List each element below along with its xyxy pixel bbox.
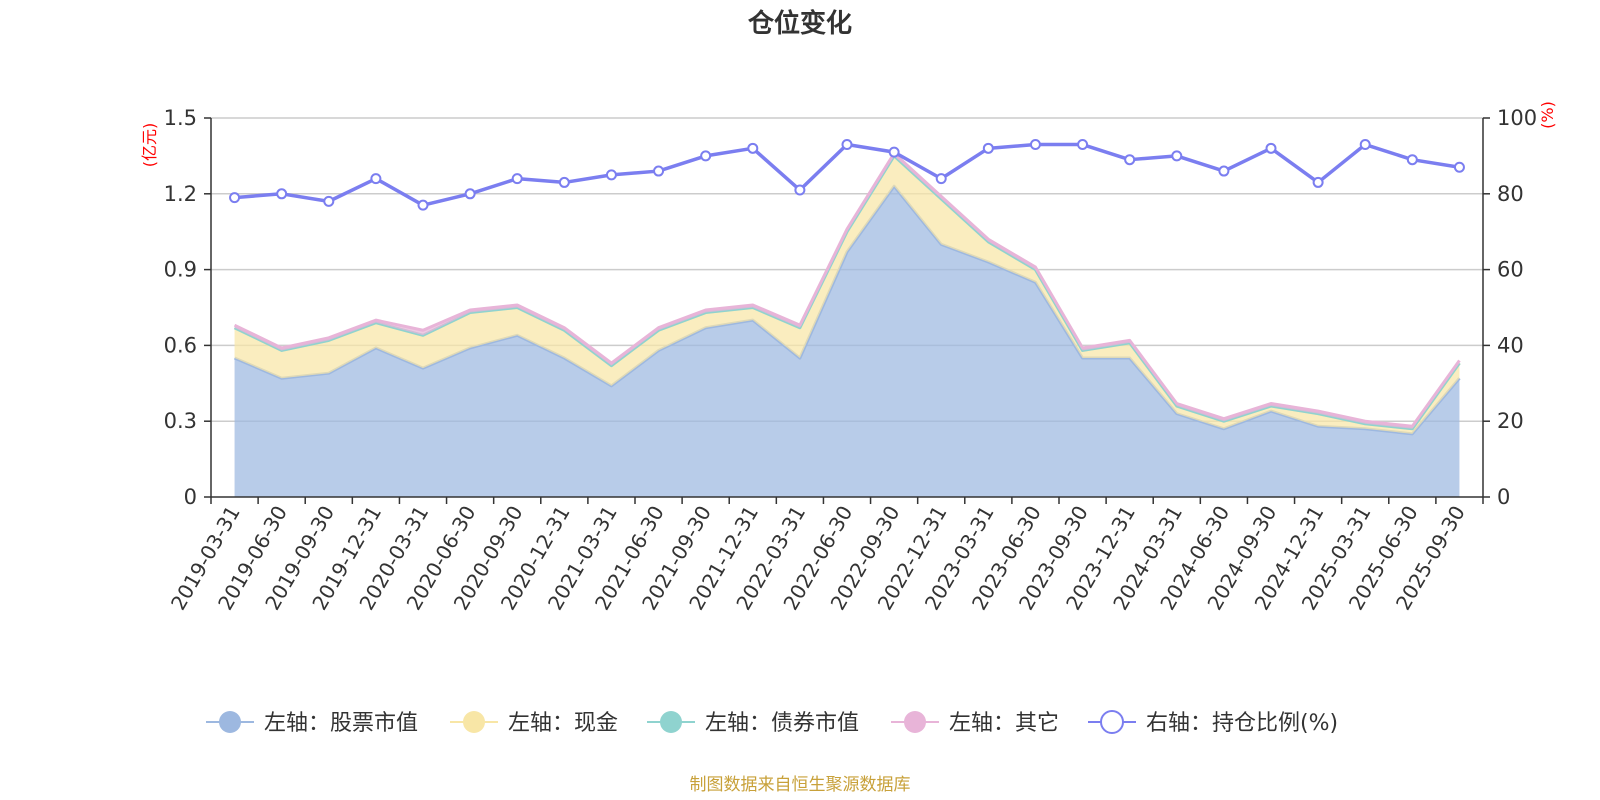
- holding-ratio-point: [370, 173, 382, 185]
- holding-ratio-point: [1171, 150, 1183, 162]
- legend-label-4: 右轴：持仓比例(%): [1146, 711, 1338, 736]
- holding-ratio-point: [935, 173, 947, 185]
- holding-ratio-point: [1312, 176, 1324, 188]
- right-axis-unit: (%): [1538, 101, 1557, 129]
- holding-ratio-line: [234, 142, 1460, 207]
- right-axis-tick-label: 60: [1497, 258, 1524, 282]
- left-axis-tick-label: 0: [184, 485, 197, 509]
- left-axis-tick-label: 1.2: [164, 182, 197, 206]
- holding-ratio-point: [276, 188, 288, 200]
- right-axis-tick-label: 40: [1497, 333, 1524, 357]
- left-axis-tick-label: 0.9: [164, 258, 197, 282]
- holding-ratio-point: [417, 199, 429, 211]
- left-axis-unit: (亿元): [140, 123, 159, 168]
- holding-ratio-point: [1124, 154, 1136, 166]
- left-axis-tick-label: 0.3: [164, 409, 197, 433]
- legend-label-1: 左轴：现金: [508, 711, 618, 736]
- legend-marker-4: [1100, 710, 1124, 734]
- holding-ratio-point: [464, 188, 476, 200]
- right-axis-tick-label: 20: [1497, 409, 1524, 433]
- legend-label-3: 左轴：其它: [949, 711, 1059, 736]
- holding-ratio-point: [982, 142, 994, 154]
- legend-label-2: 左轴：债券市值: [705, 711, 859, 736]
- holding-ratio-point: [1453, 161, 1465, 173]
- legend-marker-1: [463, 711, 485, 733]
- legend-marker-3: [904, 711, 926, 733]
- holding-ratio-point: [1265, 142, 1277, 154]
- legend: 左轴：股票市值 左轴：现金 左轴：债券市值 左轴：其它 右轴：持仓比例(%): [206, 710, 1338, 736]
- holding-ratio-point: [558, 176, 570, 188]
- holding-ratio-point: [511, 173, 523, 185]
- legend-marker-0: [219, 711, 241, 733]
- legend-marker-2: [660, 711, 682, 733]
- chart-title: 仓位变化: [747, 8, 852, 39]
- holding-ratio-point: [1406, 154, 1418, 166]
- area-edge-3: [233, 151, 1461, 428]
- holding-ratio-point: [1359, 139, 1371, 151]
- holding-ratio-series: [229, 139, 1465, 211]
- left-axis-tick-label: 1.5: [164, 106, 197, 130]
- holding-ratio-point: [841, 139, 853, 151]
- left-axis-tick-label: 0.6: [164, 333, 197, 357]
- holding-ratio-point: [323, 195, 335, 207]
- holding-ratio-point: [229, 192, 241, 204]
- legend-label-0: 左轴：股票市值: [264, 711, 418, 736]
- holding-ratio-point: [700, 150, 712, 162]
- holding-ratio-point: [888, 146, 900, 158]
- holding-ratio-point: [653, 165, 665, 177]
- holding-ratio-point: [1077, 139, 1089, 151]
- right-axis-tick-label: 0: [1497, 485, 1510, 509]
- right-axis-tick-label: 80: [1497, 182, 1524, 206]
- holding-ratio-point: [747, 142, 759, 154]
- area-0: [234, 186, 1460, 497]
- area-series: [233, 151, 1461, 497]
- holding-ratio-point: [1029, 139, 1041, 151]
- holding-ratio-point: [1218, 165, 1230, 177]
- holding-ratio-point: [794, 184, 806, 196]
- data-source-note: 制图数据来自恒生聚源数据库: [690, 775, 911, 795]
- right-axis-tick-label: 100: [1497, 106, 1537, 130]
- holding-ratio-point: [605, 169, 617, 181]
